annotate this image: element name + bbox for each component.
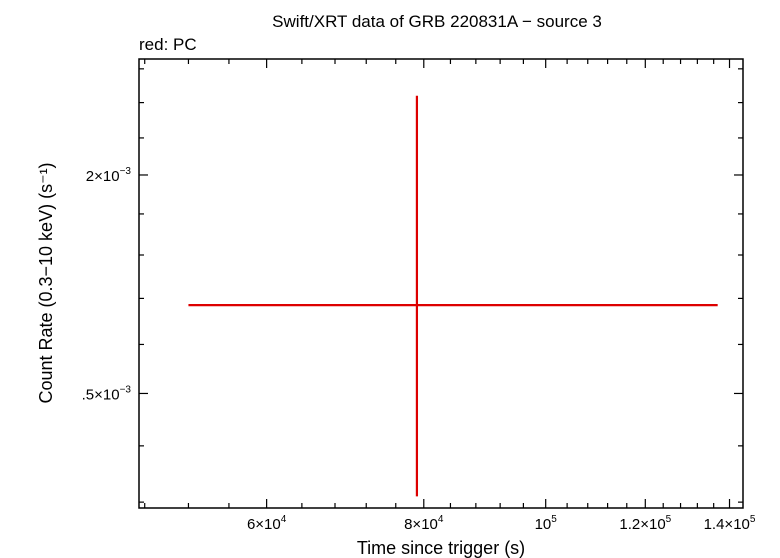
y-tick-label-mantissa: 2×10	[86, 168, 120, 185]
x-tick-label: 105	[535, 514, 558, 533]
x-tick-label: 1.4×105	[704, 514, 756, 533]
x-tick-label-mantissa: 6×10	[247, 516, 281, 533]
x-axis-label: Time since trigger (s)	[357, 538, 525, 558]
x-tick-label-exponent: 4	[281, 514, 287, 525]
x-tick-label-exponent: 5	[750, 514, 756, 525]
x-tick-label: 1.2×105	[619, 514, 671, 533]
x-tick-label-exponent: 5	[666, 514, 672, 525]
x-tick-label: 6×104	[247, 514, 287, 533]
x-tick-label-exponent: 4	[438, 514, 444, 525]
y-tick-label-mantissa: .5×10	[82, 386, 120, 403]
x-tick-label-mantissa: 1.2×10	[619, 516, 665, 533]
x-tick-label-mantissa: 8×10	[404, 516, 438, 533]
x-tick-label-mantissa: 10	[535, 516, 552, 533]
x-tick-label: 8×104	[404, 514, 444, 533]
x-tick-label-mantissa: 1.4×10	[704, 516, 750, 533]
y-tick-label: .5×10−3	[82, 384, 132, 403]
y-tick-label: 2×10−3	[86, 166, 132, 185]
y-tick-label-exponent: −3	[120, 384, 132, 395]
plot-area	[138, 58, 744, 509]
x-axis: 6×104 8×104 105 1.2×105 1.4×105	[144, 59, 756, 533]
y-axis: 2×10−3.5×10−3	[82, 68, 743, 503]
x-tick-label-exponent: 5	[551, 514, 557, 525]
data-series	[188, 95, 718, 497]
y-axis-label: Count Rate (0.3−10 keV) (s⁻¹)	[36, 162, 56, 403]
chart-title: Swift/XRT data of GRB 220831A − source 3	[272, 12, 602, 31]
y-tick-label-exponent: −3	[120, 166, 132, 177]
chart-subtitle: red: PC	[139, 35, 197, 54]
